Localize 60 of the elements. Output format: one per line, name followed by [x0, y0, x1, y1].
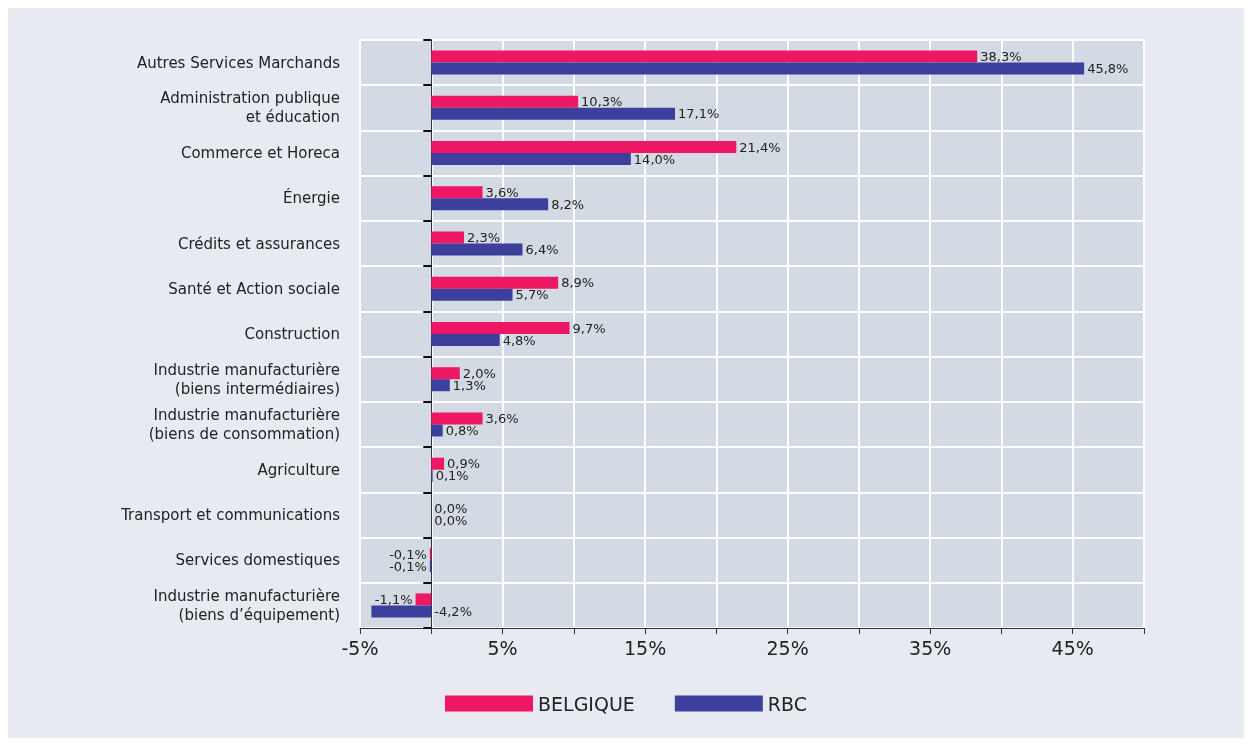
data-label: 45,8% [1087, 61, 1129, 77]
bar [431, 276, 559, 289]
data-label: -1,1% [374, 591, 413, 607]
y-tick-label: Construction [244, 325, 340, 343]
bar [431, 141, 737, 154]
bar [431, 62, 1085, 75]
bar [431, 153, 631, 166]
x-tick-label: 15% [623, 636, 667, 659]
bar [431, 231, 465, 244]
y-tick-label: Commerce et Horeca [180, 144, 340, 163]
y-tick-label: Agriculture [257, 460, 340, 479]
data-label: 17,1% [678, 106, 720, 122]
bar [431, 95, 579, 108]
legend-label: BELGIQUE [538, 692, 635, 715]
x-tick-label: -5% [341, 636, 379, 659]
data-label: 3,6% [485, 410, 519, 426]
bar [371, 605, 432, 618]
data-label: 4,8% [502, 332, 536, 348]
bar [431, 457, 445, 470]
bar [431, 379, 450, 392]
y-tick-label: Santé et Action sociale [168, 279, 340, 298]
data-label: 0,8% [445, 422, 479, 438]
bar [415, 593, 432, 606]
bar [431, 322, 570, 334]
bar [431, 288, 513, 301]
bar [431, 367, 460, 380]
y-tick-label: Transport et communications [120, 505, 341, 524]
bar [431, 107, 676, 120]
y-tick-label: Énergie [282, 188, 340, 208]
y-tick-label: Crédits et assurances [177, 234, 341, 253]
x-tick-label: 5% [487, 636, 518, 659]
data-label: 21,4% [739, 139, 781, 155]
legend-label: RBC [767, 692, 807, 715]
data-label: 10,3% [581, 94, 623, 110]
bar [431, 50, 978, 63]
data-label: 8,9% [561, 275, 595, 291]
x-tick-label: 35% [909, 636, 952, 659]
bar [431, 412, 483, 425]
data-label: 38,3% [980, 49, 1022, 65]
bar [431, 424, 443, 437]
data-label: 6,4% [525, 242, 559, 258]
bar [431, 243, 523, 256]
y-tick-label: Industrie manufacturière (biens de consommation) [148, 405, 340, 443]
data-label: 8,2% [551, 196, 585, 212]
y-tick-label: Industrie manufacturière (biens intermédiaires) [153, 360, 340, 398]
data-label: 14,0% [633, 151, 676, 167]
bar [431, 334, 500, 346]
data-label: 5,7% [515, 287, 549, 303]
bar [431, 198, 549, 211]
data-label: 3,6% [485, 184, 519, 200]
y-tick-label: Industrie manufacturière (biens d’équipement) [153, 586, 340, 624]
data-label: 9,7% [572, 320, 606, 336]
x-tick-label: 45% [1051, 636, 1094, 659]
y-tick-label: Services domestiques [175, 551, 341, 570]
data-label: 2,3% [467, 230, 501, 246]
bar [431, 186, 483, 199]
y-tick-label: Autres Services Marchands [136, 53, 341, 72]
y-tick-label: Administration publique et éducation [160, 89, 340, 127]
data-label: -4,2% [434, 603, 472, 619]
x-tick-label: 25% [766, 636, 809, 659]
